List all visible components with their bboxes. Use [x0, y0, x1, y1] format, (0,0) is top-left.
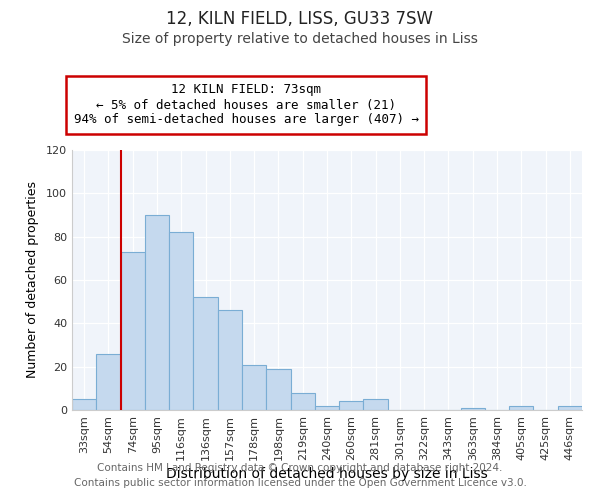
Text: 12, KILN FIELD, LISS, GU33 7SW: 12, KILN FIELD, LISS, GU33 7SW	[167, 10, 433, 28]
Bar	[193, 298, 218, 410]
Bar	[266, 369, 290, 410]
Text: 12 KILN FIELD: 73sqm
← 5% of detached houses are smaller (21)
94% of semi-detach: 12 KILN FIELD: 73sqm ← 5% of detached ho…	[74, 84, 419, 126]
Bar	[121, 252, 145, 410]
Bar	[509, 406, 533, 410]
Bar	[315, 406, 339, 410]
Bar	[96, 354, 121, 410]
Bar	[145, 215, 169, 410]
Bar	[339, 402, 364, 410]
Bar	[461, 408, 485, 410]
Bar	[242, 364, 266, 410]
Y-axis label: Number of detached properties: Number of detached properties	[26, 182, 39, 378]
Bar	[169, 232, 193, 410]
Bar	[218, 310, 242, 410]
Text: Size of property relative to detached houses in Liss: Size of property relative to detached ho…	[122, 32, 478, 46]
Bar	[558, 406, 582, 410]
X-axis label: Distribution of detached houses by size in Liss: Distribution of detached houses by size …	[166, 467, 488, 481]
Text: Contains HM Land Registry data © Crown copyright and database right 2024.
Contai: Contains HM Land Registry data © Crown c…	[74, 462, 526, 487]
Bar	[72, 399, 96, 410]
Bar	[364, 399, 388, 410]
Bar	[290, 392, 315, 410]
